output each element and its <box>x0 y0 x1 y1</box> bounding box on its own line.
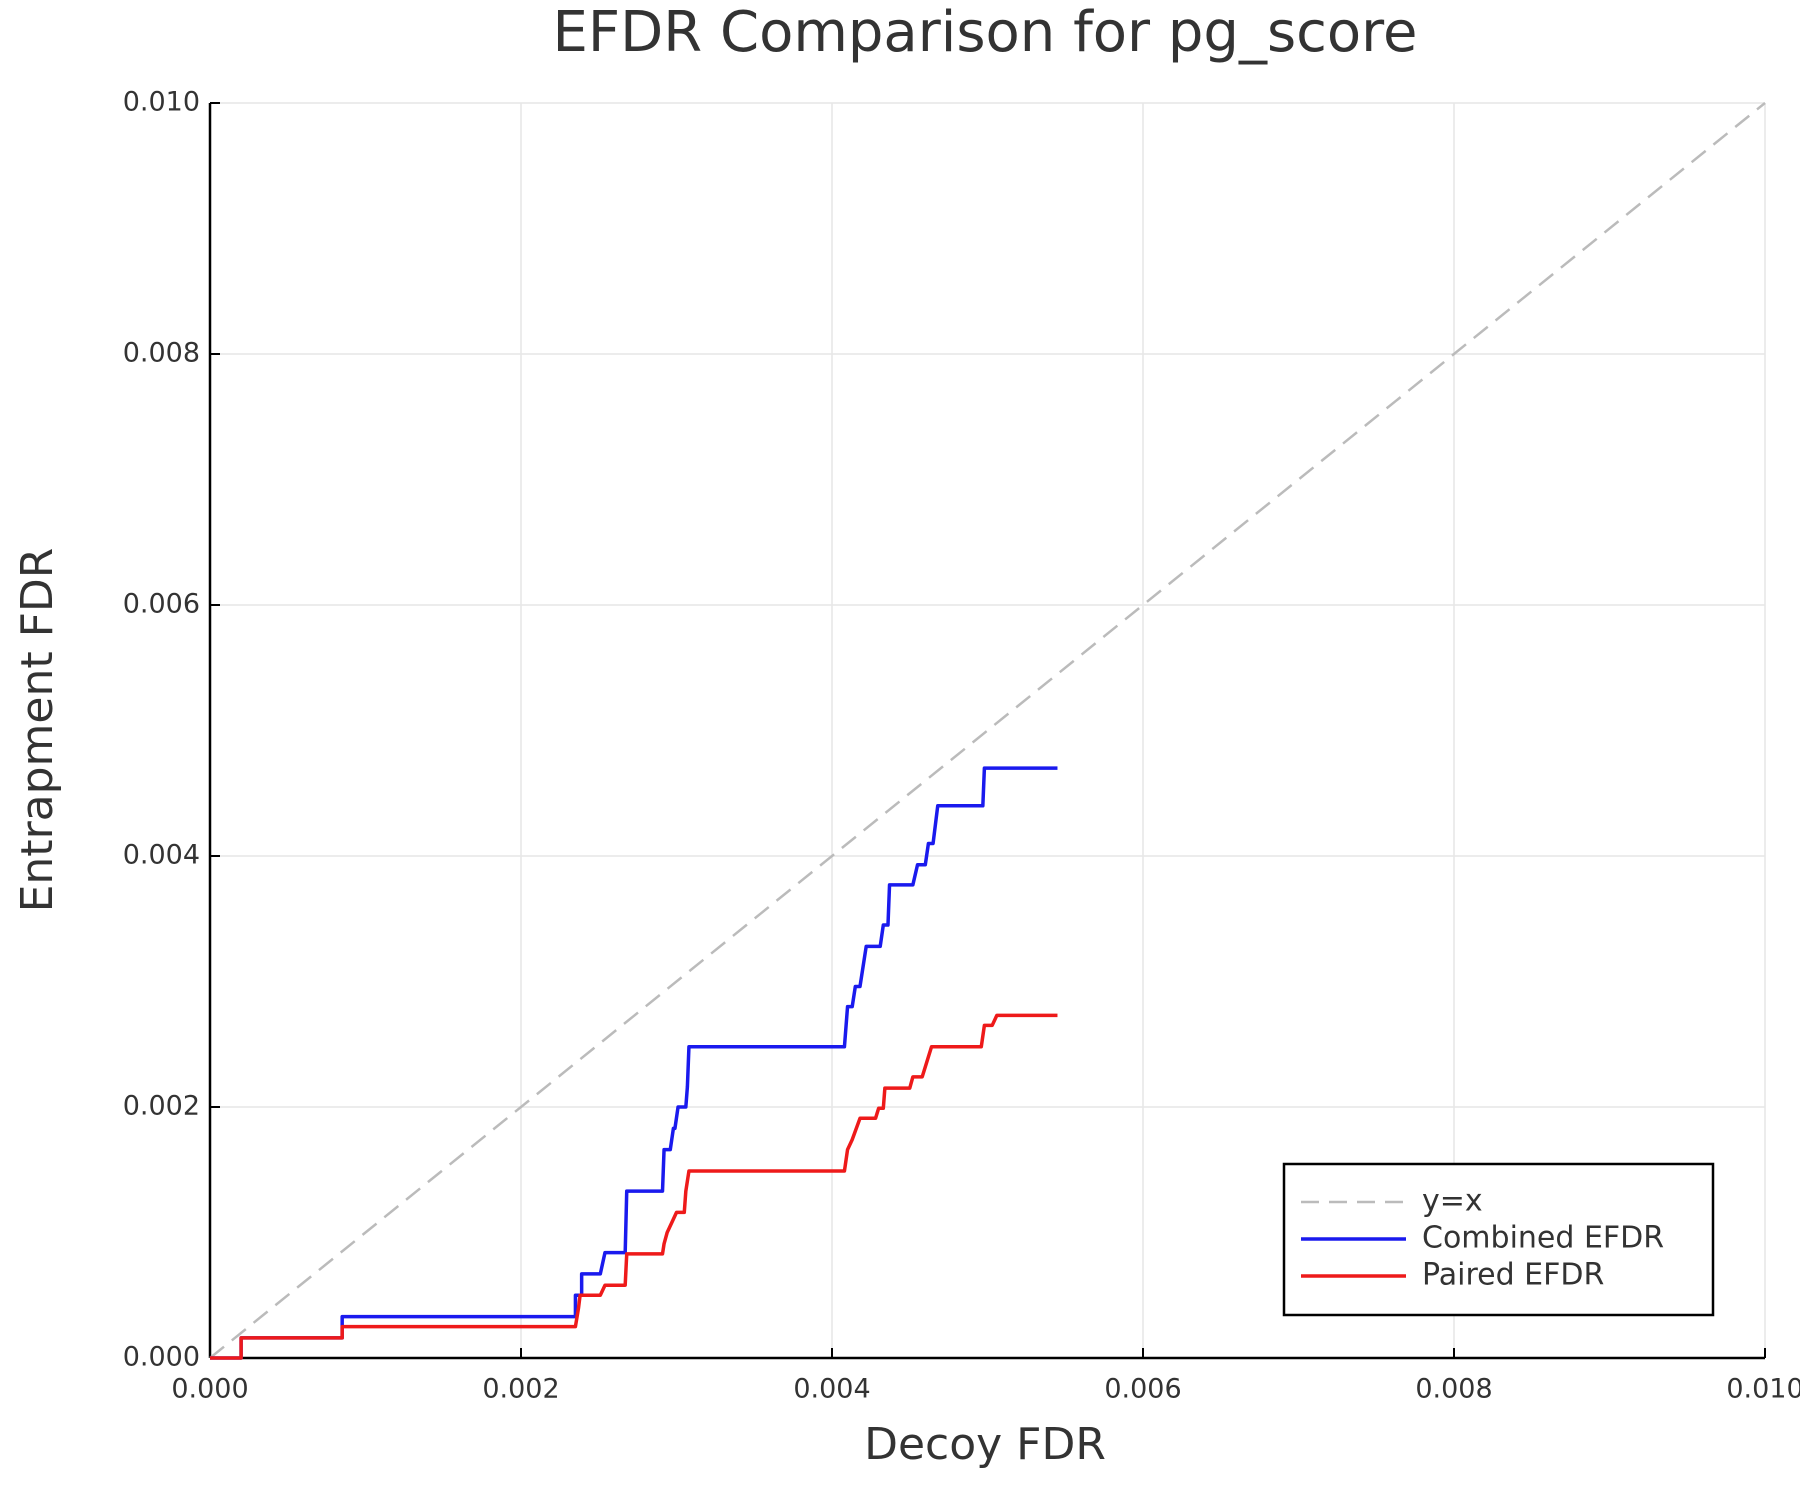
x-tick-label: 0.002 <box>482 1374 559 1405</box>
y-tick-label: 0.006 <box>123 589 200 620</box>
x-tick-label: 0.010 <box>1726 1374 1800 1405</box>
legend-box <box>1282 1162 1715 1317</box>
y-tick-label: 0.002 <box>123 1091 200 1122</box>
chart-title: EFDR Comparison for pg_score <box>553 0 1418 65</box>
y-tick-label: 0.008 <box>123 338 200 369</box>
data-line <box>209 102 1766 1359</box>
x-axis-label: Decoy FDR <box>864 1419 1106 1470</box>
x-tick-label: 0.006 <box>1104 1374 1181 1405</box>
legend-label: y=x <box>1422 1184 1483 1219</box>
legend-label: Paired EFDR <box>1422 1258 1604 1293</box>
data-line <box>210 1013 1058 1360</box>
legend-label: Combined EFDR <box>1422 1221 1664 1256</box>
x-tick-label: 0.000 <box>171 1374 248 1405</box>
x-tick-label: 0.008 <box>1415 1374 1492 1405</box>
y-tick-label: 0.000 <box>123 1342 200 1373</box>
x-tick-label: 0.004 <box>793 1374 870 1405</box>
y-tick-label: 0.010 <box>123 87 200 118</box>
y-axis-label: Entrapment FDR <box>12 548 63 913</box>
y-tick-label: 0.004 <box>123 840 200 871</box>
